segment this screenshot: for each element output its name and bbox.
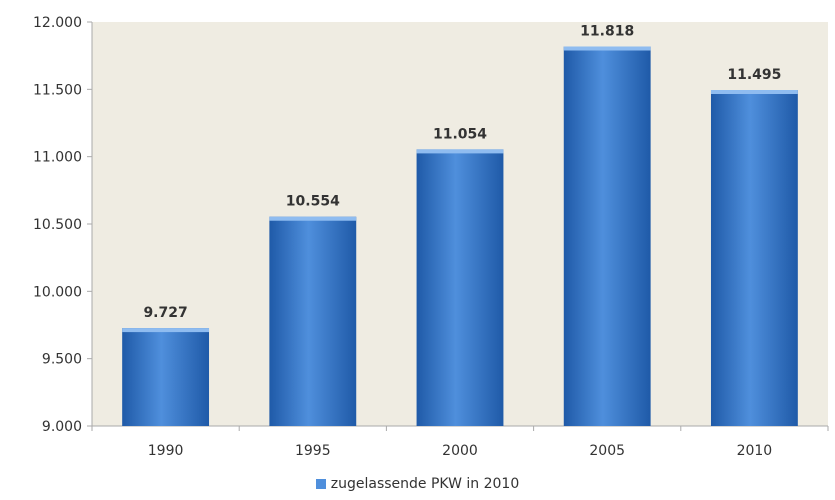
- data-labels: 9.727 10.554 11.054 11.818 11.495: [143, 24, 781, 322]
- bar: [416, 149, 504, 427]
- y-tick-label: 9.500: [42, 352, 82, 368]
- legend-label: zugelassende PKW in 2010: [330, 476, 520, 492]
- data-label: 10.554: [286, 194, 340, 210]
- x-axis: 1990 1995 2000 2005 2010: [91, 425, 829, 459]
- bar-top: [269, 216, 357, 221]
- y-tick-label: 11.500: [33, 82, 82, 98]
- x-tick-label: 1995: [295, 443, 331, 459]
- x-tick-label: 2005: [589, 443, 625, 459]
- y-tick-label: 10.000: [33, 284, 82, 300]
- x-tick-label: 1990: [148, 443, 184, 459]
- data-label: 11.818: [580, 24, 634, 40]
- bar: [710, 90, 798, 427]
- data-label: 11.495: [727, 67, 781, 83]
- x-tick-label: 2010: [737, 443, 773, 459]
- y-tick-label: 11.000: [33, 150, 82, 166]
- x-tick-label: 2000: [442, 443, 478, 459]
- bars: [122, 46, 798, 427]
- bar-top: [710, 90, 798, 95]
- bar-top: [563, 46, 651, 51]
- bar: [269, 216, 357, 426]
- legend-swatch: [315, 479, 326, 489]
- bar: [563, 46, 651, 426]
- bar-top: [416, 149, 504, 154]
- legend: zugelassende PKW in 2010: [0, 474, 835, 494]
- y-axis: 9.000 9.500 10.000 10.500 11.000 11.500 12.000: [33, 15, 93, 435]
- y-tick-label: 12.000: [33, 15, 82, 31]
- y-tick-label: 10.500: [33, 217, 82, 233]
- y-tick-label: 9.000: [42, 419, 82, 435]
- bar: [122, 328, 210, 426]
- bar-top: [122, 328, 210, 333]
- data-label: 11.054: [433, 126, 487, 142]
- data-label: 9.727: [143, 305, 187, 321]
